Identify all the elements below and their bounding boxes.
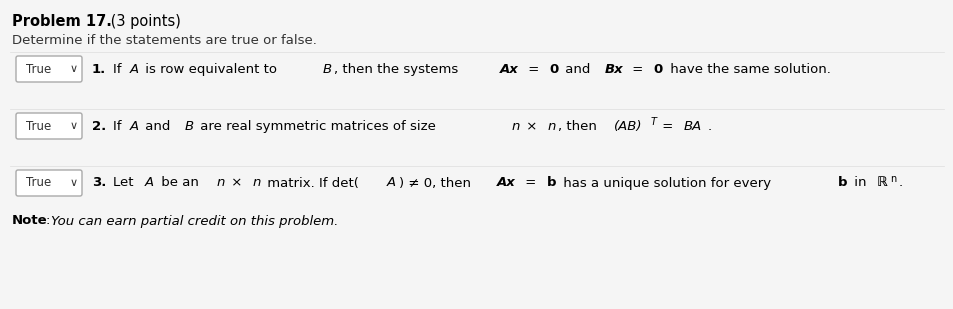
Text: True: True [26, 120, 51, 133]
Text: n: n [216, 176, 224, 189]
Text: ) ≠ 0, then: ) ≠ 0, then [398, 176, 475, 189]
Text: and: and [560, 62, 594, 75]
Text: ℝ: ℝ [876, 176, 886, 189]
Text: B: B [185, 120, 193, 133]
FancyBboxPatch shape [16, 56, 82, 82]
Text: (AB): (AB) [614, 120, 641, 133]
Text: Determine if the statements are true or false.: Determine if the statements are true or … [12, 34, 316, 47]
Text: .: . [706, 120, 711, 133]
Text: , then: , then [558, 120, 600, 133]
Text: Note: Note [12, 214, 48, 227]
Text: 0: 0 [653, 62, 662, 75]
Text: have the same solution.: have the same solution. [665, 62, 829, 75]
Text: n: n [547, 120, 556, 133]
Text: (3 points): (3 points) [106, 14, 181, 29]
Text: are real symmetric matrices of size: are real symmetric matrices of size [196, 120, 440, 133]
Text: True: True [26, 62, 51, 75]
FancyBboxPatch shape [16, 170, 82, 196]
Text: =: = [523, 62, 543, 75]
Text: n: n [511, 120, 519, 133]
Text: ×: × [227, 176, 247, 189]
Text: , then the systems: , then the systems [334, 62, 462, 75]
Text: A: A [130, 120, 138, 133]
Text: 3.: 3. [91, 176, 107, 189]
Text: ∨: ∨ [70, 121, 78, 131]
Text: ∨: ∨ [70, 64, 78, 74]
Text: Problem 17.: Problem 17. [12, 14, 112, 29]
Text: A: A [387, 176, 395, 189]
Text: A: A [130, 62, 138, 75]
Text: BA: BA [683, 120, 701, 133]
Text: b: b [546, 176, 556, 189]
Text: n: n [253, 176, 260, 189]
Text: ∨: ∨ [70, 178, 78, 188]
Text: has a unique solution for every: has a unique solution for every [558, 176, 774, 189]
Text: =: = [520, 176, 540, 189]
FancyBboxPatch shape [16, 113, 82, 139]
Text: ×: × [521, 120, 541, 133]
Text: Ax: Ax [497, 176, 516, 189]
Text: be an: be an [156, 176, 203, 189]
Text: A: A [145, 176, 153, 189]
Text: If: If [112, 62, 126, 75]
Text: If: If [112, 120, 126, 133]
Text: Let: Let [112, 176, 137, 189]
Text: .: . [898, 176, 902, 189]
Text: 2.: 2. [91, 120, 106, 133]
Text: n: n [890, 174, 896, 184]
Text: and: and [141, 120, 174, 133]
Text: 1.: 1. [91, 62, 106, 75]
Text: =: = [628, 62, 647, 75]
Text: is row equivalent to: is row equivalent to [141, 62, 281, 75]
Text: in: in [849, 176, 870, 189]
Text: matrix. If det(: matrix. If det( [263, 176, 358, 189]
Text: You can earn partial credit on this problem.: You can earn partial credit on this prob… [51, 214, 338, 227]
Text: Ax: Ax [499, 62, 518, 75]
Text: Bx: Bx [604, 62, 622, 75]
Text: =: = [658, 120, 678, 133]
Text: b: b [837, 176, 846, 189]
Text: True: True [26, 176, 51, 189]
Text: 0: 0 [549, 62, 558, 75]
Text: :: : [46, 214, 54, 227]
Text: T: T [650, 117, 656, 127]
Text: B: B [322, 62, 331, 75]
